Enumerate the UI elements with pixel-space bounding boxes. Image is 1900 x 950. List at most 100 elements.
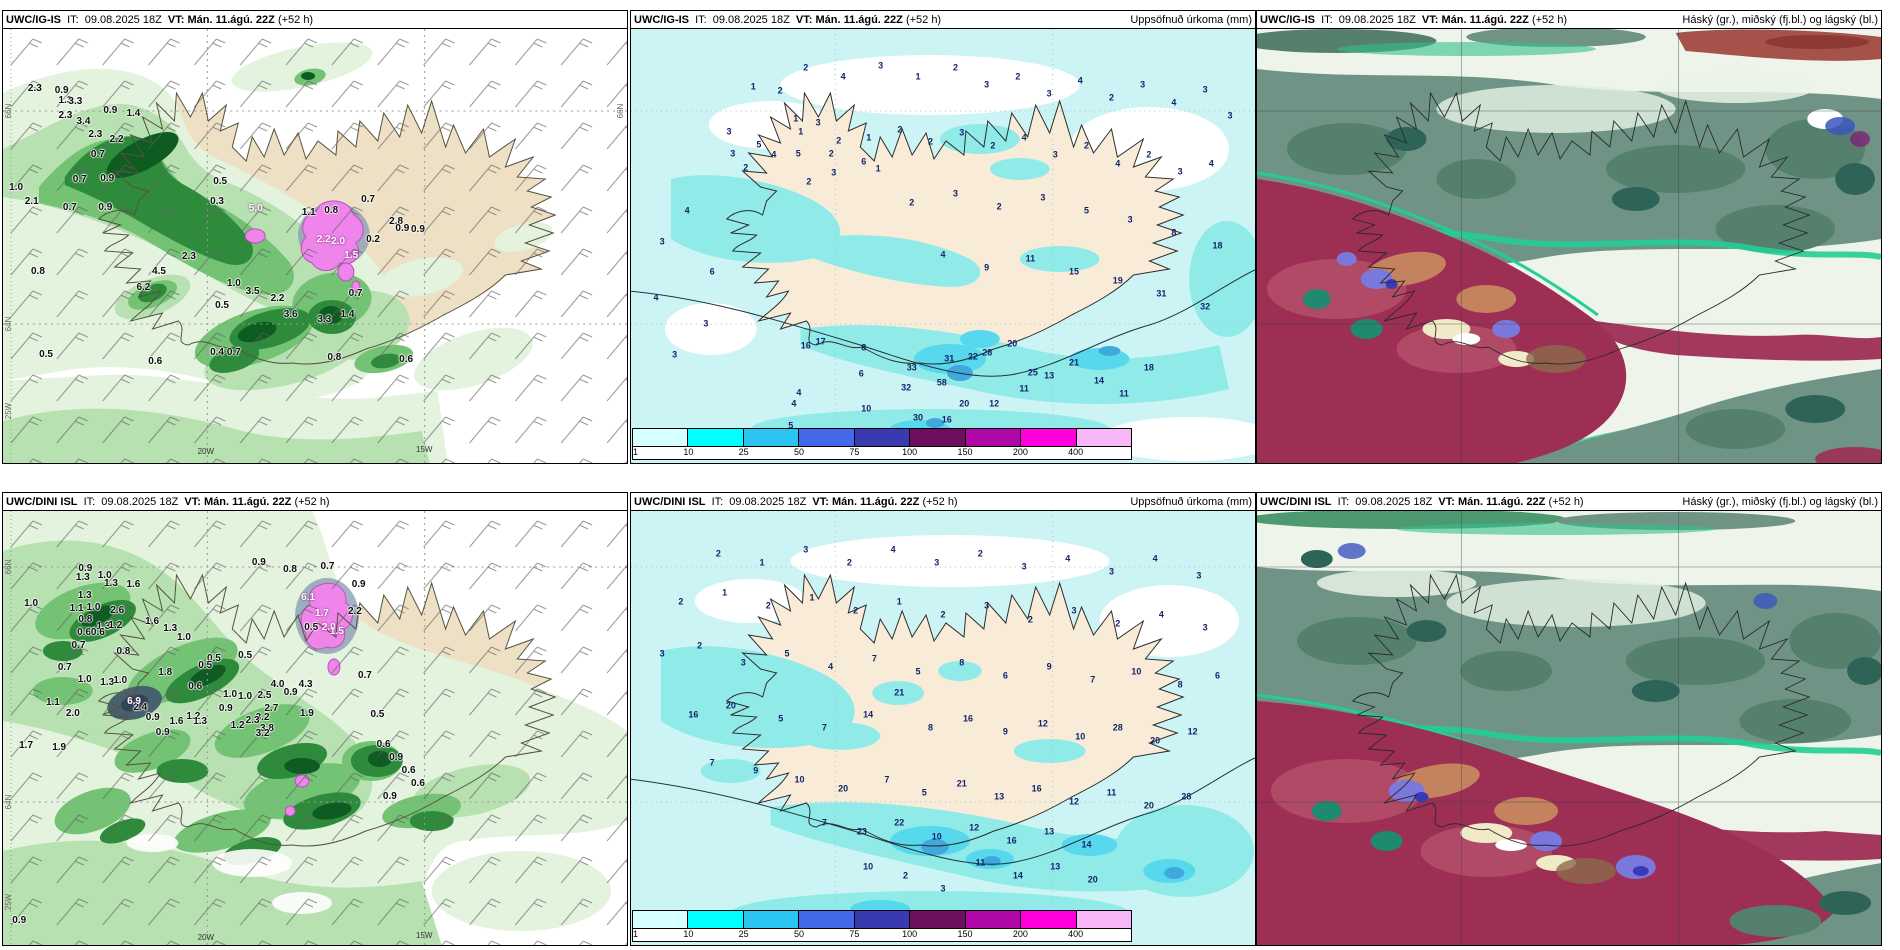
map-value-label: 7 — [821, 817, 827, 828]
map-value-label: 28 — [1112, 722, 1123, 733]
map-value-label: 4 — [1152, 553, 1158, 564]
map-value-label: 1.6 — [126, 579, 141, 591]
map-value-label: 1.3 — [100, 676, 115, 688]
map-value-label: 11 — [1106, 787, 1117, 798]
map-value-label: 1.0 — [113, 675, 128, 687]
init-time: 09.08.2025 18Z — [712, 13, 790, 26]
map-value-label: 2 — [803, 62, 809, 73]
map-value-label: 0.6 — [188, 681, 203, 693]
map-value-label: 9 — [753, 765, 759, 776]
map-value-label: 22 — [967, 351, 978, 362]
lead-time: (+52 h) — [905, 13, 942, 26]
value-labels-layer: 0.9 1.3 1.0 1.3 1.6 1.3 1.0 1.1 1.0 2.6 0.8 1.3 1.2 1… — [3, 511, 627, 945]
map-value-label: 66N — [4, 104, 14, 119]
model-run-info: UWC/IG-IS IT: 09.08.2025 18Z VT: Mán. 11… — [1260, 14, 1570, 26]
panel-dini-accum-precip: UWC/DINI ISL IT: 09.08.2025 18Z VT: Mán.… — [630, 492, 1256, 946]
map-value-label: 0.7 — [62, 201, 77, 213]
init-time: 09.08.2025 18Z — [84, 13, 162, 26]
map-value-label: 2.6 — [110, 604, 125, 616]
map-value-label: 0.6 — [399, 354, 414, 366]
map-value-label: 0.9 — [382, 791, 397, 803]
map-value-label: 13 — [1050, 861, 1061, 872]
cloud-cover-map-graphic — [1257, 29, 1881, 463]
cloud-top-band — [1257, 29, 1881, 61]
lead-time: (+52 h) — [277, 13, 314, 26]
map-value-label: 15W — [415, 444, 433, 454]
map-value-label: 4 — [1158, 609, 1164, 620]
precip-color-scale: 1 10 25 50 75 100 150 200 400 — [632, 428, 1132, 460]
map-value-label: 7 — [709, 757, 715, 768]
map-value-label: 6.1 — [301, 591, 316, 603]
field-title: Háský (gr.), miðský (fj.bl.) og lágský (… — [1682, 495, 1878, 508]
map-value-label: 1.3 — [77, 590, 92, 602]
map-value-label: 20 — [1007, 338, 1018, 349]
map-value-label: 20 — [838, 783, 849, 794]
map-value-label: 1 — [875, 163, 881, 174]
map-value-label: 1.7 — [19, 739, 34, 751]
map-value-label: 2 — [678, 596, 684, 607]
map-value-label: 1.2 — [108, 620, 123, 631]
lead-time: (+52 h) — [294, 495, 330, 508]
value-labels-layer: 2.3 0.9 1.3 3.3 2.3 3.4 0.9 1.4 2.3 2.2 0.7 1.0 0.7 0… — [3, 29, 627, 463]
map-value-label: 3 — [940, 883, 946, 894]
init-label: IT: — [695, 13, 707, 26]
map-value-label: 1.0 — [223, 689, 238, 701]
valid-time: Mán. 11.ágú. 22Z — [187, 13, 275, 26]
map-value-label: 3 — [803, 544, 809, 555]
map-value-label: 8 — [928, 722, 934, 733]
map-value-label: 0.9 — [54, 85, 69, 97]
map-value-label: 9 — [1002, 726, 1008, 737]
map-value-label: 8 — [861, 342, 867, 353]
map-value-label: 1 — [759, 557, 765, 568]
map-value-label: 2 — [743, 162, 749, 173]
map-value-label: 3 — [1021, 561, 1027, 572]
graticule — [1257, 29, 1881, 463]
map-value-label: 3 — [1040, 192, 1046, 203]
map-value-label: 64N — [4, 794, 14, 810]
init-time: 09.08.2025 18Z — [101, 495, 179, 508]
valid-label: VT: — [1421, 13, 1439, 26]
map-value-label: 4 — [1021, 132, 1027, 142]
model-name: UWC/IG-IS — [634, 13, 689, 26]
map-value-label: 5 — [921, 787, 927, 798]
map-value-label: 1.0 — [24, 597, 39, 609]
map-value-label: 1 — [915, 71, 921, 82]
map-value-label: 0.5 — [206, 652, 221, 664]
map-value-label: 0.5 — [198, 659, 213, 671]
map-value-label: 64N — [4, 316, 14, 332]
map-value-label: 0.7 — [90, 148, 105, 160]
panel-igis-accum-precip: UWC/IG-IS IT: 09.08.2025 18Z VT: Mán. 11… — [630, 10, 1256, 464]
map-value-label: 14 — [1081, 839, 1092, 850]
lead-time: (+52 h) — [922, 495, 958, 508]
map-value-label: 1 — [798, 126, 804, 137]
cloud-bottom-right-texture — [1685, 395, 1881, 463]
map-value-label: 20 — [959, 398, 970, 409]
precip-color-scale: 1 10 25 50 75 100 150 200 400 — [632, 910, 1132, 942]
map-value-label: 20W — [197, 447, 215, 457]
map-value-label: 28 — [982, 347, 993, 358]
map-value-label: 3 — [730, 148, 736, 159]
map-value-label: 1 — [722, 587, 728, 598]
map-value-label: 2.2 — [109, 134, 124, 146]
map-value-label: 20W — [197, 933, 215, 943]
map-value-label: 0.6 — [148, 355, 163, 367]
map-value-label: 8 — [959, 657, 965, 668]
map-value-label: 2 — [909, 197, 915, 208]
map-value-label: 4 — [1077, 75, 1083, 86]
accum-50-75 — [921, 839, 1185, 879]
valid-time: Mán. 11.ágú. 22Z — [1441, 13, 1529, 26]
map-value-label: 0.8 — [283, 563, 297, 575]
map-value-label: 0.7 — [348, 287, 363, 299]
map-value-label: 2 — [777, 85, 783, 96]
map-value-label: 17 — [815, 336, 826, 347]
map-value-label: 1.5 — [344, 249, 359, 261]
map-value-label: 1.1 — [45, 696, 60, 708]
map-value-label: 1.6 — [169, 715, 184, 727]
map-value-label: 28 — [1181, 791, 1192, 802]
analysis-contour — [631, 757, 1255, 865]
map-value-label: 4 — [796, 387, 802, 398]
map-value-label: 2.7 — [264, 702, 279, 714]
map-value-label: 2.0 — [321, 622, 336, 634]
